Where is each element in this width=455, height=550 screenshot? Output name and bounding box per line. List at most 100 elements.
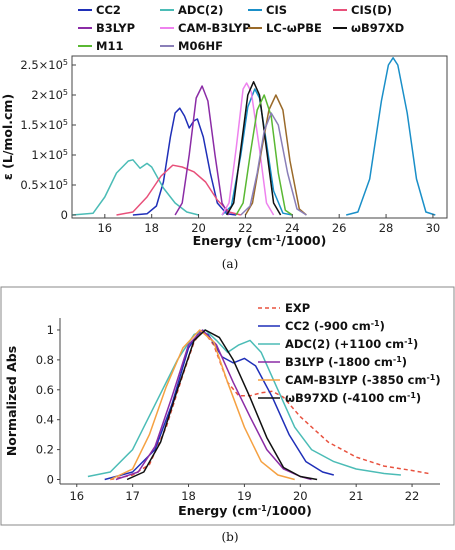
- y-ticks-b: 0 0.2 0.4 0.6 0.8 1: [36, 323, 60, 487]
- legend-label: B3LYP: [96, 21, 135, 35]
- y-tick-label: 0.6: [36, 383, 54, 397]
- legend-item-omegab97xd: ωB97XD: [333, 21, 404, 35]
- y-tick-label: 0: [61, 208, 68, 222]
- y-tick-label: 1×105: [31, 148, 68, 163]
- legend-label: ωB97XD: [351, 21, 404, 35]
- series-line-lc-omegapbe: [244, 94, 307, 216]
- x-tick-b: 19: [237, 484, 252, 503]
- x-tick-label: 18: [181, 489, 196, 503]
- x-tick-b: 18: [181, 484, 196, 503]
- x-tick-a: 26: [332, 214, 347, 235]
- y-tick-a: 0.5×105: [20, 178, 76, 193]
- y-tick-label: 0.2: [36, 443, 54, 457]
- x-axis-label-b: Energy (cm-1/1000): [178, 503, 312, 518]
- y-tick-label: 0: [47, 473, 54, 487]
- legend-item-adc-2: ADC(2) (+1100 cm-1): [258, 337, 418, 352]
- legend-label: CAM-B3LYP: [178, 21, 251, 35]
- x-tick-label: 19: [237, 489, 252, 503]
- x-tick-label: 22: [238, 221, 253, 235]
- panel-label-a: (a): [222, 257, 239, 271]
- y-axis-label-a: ε (L/mol.cm): [0, 94, 15, 180]
- series-line-m06hf: [240, 112, 307, 216]
- y-tick-a: 1.5×105: [20, 118, 76, 133]
- x-tick-b: 16: [69, 484, 84, 503]
- x-tick-label: 16: [69, 489, 84, 503]
- legend-label: CIS: [266, 3, 287, 17]
- x-tick-label: 20: [191, 221, 206, 235]
- x-tick-b: 20: [293, 484, 308, 503]
- series-line-omegab97xd: [226, 81, 282, 216]
- y-tick-a: 0: [61, 208, 76, 222]
- x-axis-label-a: Energy (cm-1/1000): [193, 233, 327, 248]
- series-line-cis-2: [346, 57, 436, 216]
- legend-label: ADC(2): [178, 3, 223, 17]
- legend-label: EXP: [285, 301, 310, 315]
- y-tick-label: 0.5×105: [20, 178, 68, 193]
- x-tick-label: 16: [97, 221, 112, 235]
- legend-item-cc2: CC2 (-900 cm-1): [258, 319, 385, 334]
- series-line-adc-2: [71, 159, 199, 216]
- series-lines-a: [71, 57, 436, 216]
- y-tick-b: 0.2: [36, 443, 60, 457]
- y-tick-label: 1: [47, 323, 54, 337]
- legend-item-cis-d: CIS(D): [333, 3, 392, 17]
- y-tick-label: 1.5×105: [20, 118, 68, 133]
- legend-item-b3lyp: B3LYP: [78, 21, 135, 35]
- x-tick-a: 22: [238, 214, 253, 235]
- legend-label: B3LYP (-1800 cm-1): [285, 355, 407, 370]
- y-axis-label-b: Normalized Abs: [4, 346, 19, 456]
- y-tick-label: 0.8: [36, 353, 54, 367]
- series-line-adc-2: [87, 329, 401, 478]
- x-tick-label: 17: [125, 489, 140, 503]
- x-tick-label: 18: [144, 221, 159, 235]
- y-tick-b: 0.4: [36, 413, 60, 427]
- x-tick-label: 21: [349, 489, 364, 503]
- legend-a: CC2 ADC(2) CIS CIS(D) B3LYP CAM-B3LYP LC-ωPBE ω…: [78, 3, 404, 53]
- y-tick-a: 2×105: [31, 88, 76, 103]
- series-line-omegab97xd: [126, 329, 318, 481]
- legend-item-cam-b3lyp: CAM-B3LYP (-3850 cm-1): [258, 373, 441, 387]
- series-line-cam-b3lyp: [109, 329, 295, 481]
- y-tick-b: 0.8: [36, 353, 60, 367]
- legend-item-adc-2: ADC(2): [160, 3, 223, 17]
- plot-frame-a: [71, 55, 448, 219]
- series-line-cis-d: [116, 164, 241, 216]
- legend-item-omegab97xd: ωB97XD (-4100 cm-1): [258, 391, 421, 406]
- legend-item-m11: M11: [78, 39, 123, 53]
- legend-label: ωB97XD (-4100 cm-1): [285, 391, 421, 406]
- series-line-cam-b3lyp: [221, 82, 275, 216]
- y-tick-b: 1: [47, 323, 60, 337]
- legend-item-m06hf: M06HF: [160, 39, 223, 53]
- legend-item-lc-omegapbe: LC-ωPBE: [248, 21, 322, 35]
- legend-label: LC-ωPBE: [266, 21, 322, 35]
- series-line-b3lyp: [115, 329, 312, 481]
- x-ticks-a: 16 18 20 22 24 26 28 30: [97, 214, 440, 235]
- x-tick-a: 18: [144, 214, 159, 235]
- x-tick-a: 20: [191, 214, 206, 235]
- x-tick-label: 24: [285, 221, 300, 235]
- legend-label: M11: [96, 39, 123, 53]
- legend-label: CC2: [96, 3, 121, 17]
- legend-label: ADC(2) (+1100 cm-1): [285, 337, 418, 352]
- legend-item-cc2: CC2: [78, 3, 121, 17]
- axes-b: [59, 318, 440, 485]
- x-tick-a: 28: [379, 214, 393, 235]
- y-tick-label: 2×105: [31, 88, 68, 103]
- legend-label: CC2 (-900 cm-1): [285, 319, 385, 334]
- x-tick-label: 26: [332, 221, 347, 235]
- panel-frame-b: [0, 286, 455, 526]
- series-line-cc2: [104, 330, 334, 481]
- panel-a: CC2 ADC(2) CIS CIS(D) B3LYP CAM-B3LYP LC-ωPBE ω…: [0, 3, 448, 271]
- y-tick-b: 0.6: [36, 383, 60, 397]
- legend-b: EXP CC2 (-900 cm-1) ADC(2) (+1100 cm-1) B3L…: [258, 301, 441, 405]
- x-tick-b: 17: [125, 484, 140, 503]
- x-tick-a: 16: [97, 214, 112, 235]
- x-tick-label: 22: [405, 489, 420, 503]
- y-tick-label: 2.5×105: [20, 58, 68, 73]
- y-tick-a: 1×105: [31, 148, 76, 163]
- series-line-cc2: [132, 107, 237, 216]
- legend-item-cis: CIS: [248, 3, 287, 17]
- y-tick-b: 0: [47, 473, 60, 487]
- y-tick-label: 0.4: [36, 413, 54, 427]
